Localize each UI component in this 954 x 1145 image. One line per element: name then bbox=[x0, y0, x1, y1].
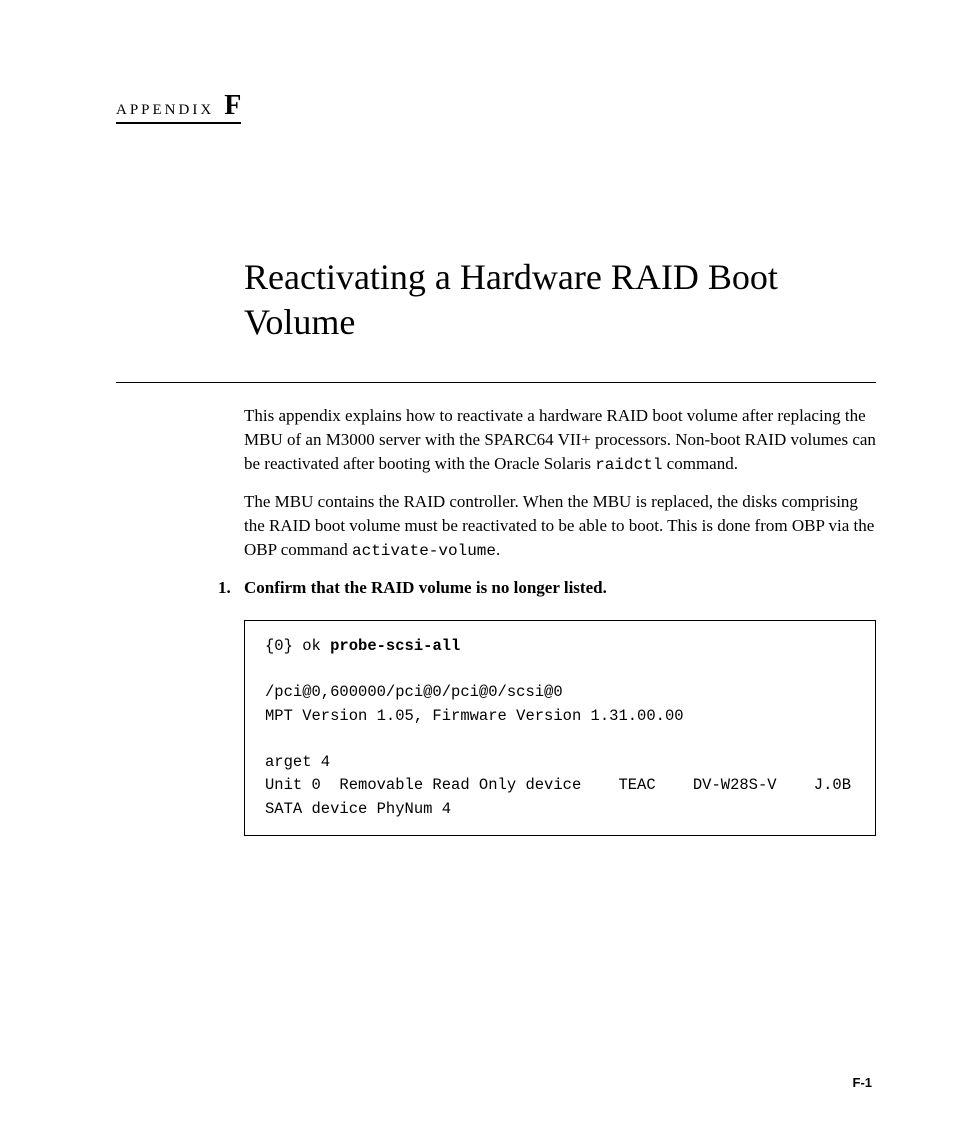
step-text: Confirm that the RAID volume is no longe… bbox=[244, 578, 607, 597]
code-line1-prompt: {0} ok bbox=[265, 637, 330, 655]
p2-code: activate-volume bbox=[352, 542, 496, 560]
paragraph-2: The MBU contains the RAID controller. Wh… bbox=[244, 490, 876, 562]
title-divider bbox=[116, 382, 876, 383]
code-line4: arget 4 bbox=[265, 753, 330, 771]
appendix-letter: F bbox=[224, 90, 241, 121]
code-line6: SATA device PhyNum 4 bbox=[265, 800, 451, 818]
page-number: F-1 bbox=[853, 1075, 873, 1090]
p2-text-b: . bbox=[496, 540, 500, 559]
paragraph-1: This appendix explains how to reactivate… bbox=[244, 404, 876, 476]
p1-text-b: command. bbox=[662, 454, 738, 473]
p1-code: raidctl bbox=[595, 456, 662, 474]
step-1: 1. Confirm that the RAID volume is no lo… bbox=[244, 576, 876, 600]
code-block: {0} ok probe-scsi-all /pci@0,600000/pci@… bbox=[244, 620, 876, 836]
code-line3: MPT Version 1.05, Firmware Version 1.31.… bbox=[265, 707, 684, 725]
step-number: 1. bbox=[218, 576, 231, 600]
page-title: Reactivating a Hardware RAID Boot Volume bbox=[244, 255, 874, 345]
body-content: This appendix explains how to reactivate… bbox=[244, 404, 876, 836]
p2-text-a: The MBU contains the RAID controller. Wh… bbox=[244, 492, 874, 559]
code-line1-cmd: probe-scsi-all bbox=[330, 637, 460, 655]
code-line2: /pci@0,600000/pci@0/pci@0/scsi@0 bbox=[265, 683, 563, 701]
code-line5: Unit 0 Removable Read Only device TEAC D… bbox=[265, 776, 851, 794]
p1-text-a: This appendix explains how to reactivate… bbox=[244, 406, 876, 473]
appendix-label: APPENDIX bbox=[116, 102, 214, 118]
appendix-header: APPENDIX F bbox=[116, 90, 241, 124]
